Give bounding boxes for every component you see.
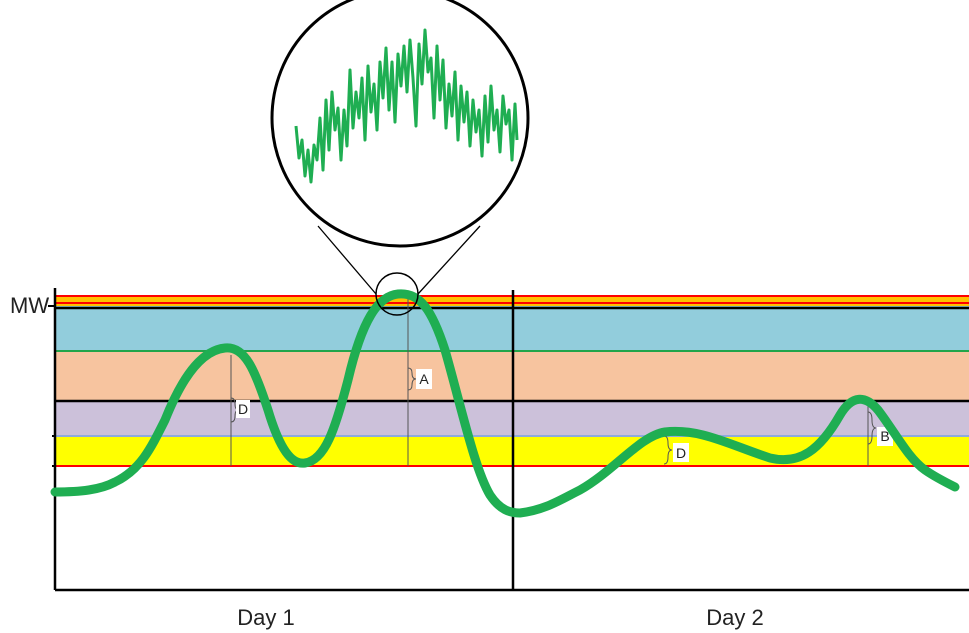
bracket-b	[867, 400, 877, 466]
day-1-label: Day 1	[237, 605, 294, 630]
marker-c-bg	[236, 400, 250, 418]
marker-d-bg	[673, 443, 689, 462]
load-curve	[50, 289, 960, 518]
y-axis-label: MW	[10, 293, 49, 318]
zoom-connector-right	[417, 225, 481, 295]
marker-d-label: D	[676, 445, 686, 461]
marker-a-bg	[416, 369, 432, 389]
zoom-lens-circle	[270, 0, 530, 248]
zoom-connector-left	[317, 225, 377, 295]
day-2-label: Day 2	[706, 605, 763, 630]
marker-a-label: A	[419, 371, 429, 387]
marker-b-label: B	[880, 428, 889, 444]
marker-c-label: D	[238, 401, 248, 417]
bracket-d	[663, 435, 673, 465]
zoom-noisy-trace	[294, 28, 519, 184]
